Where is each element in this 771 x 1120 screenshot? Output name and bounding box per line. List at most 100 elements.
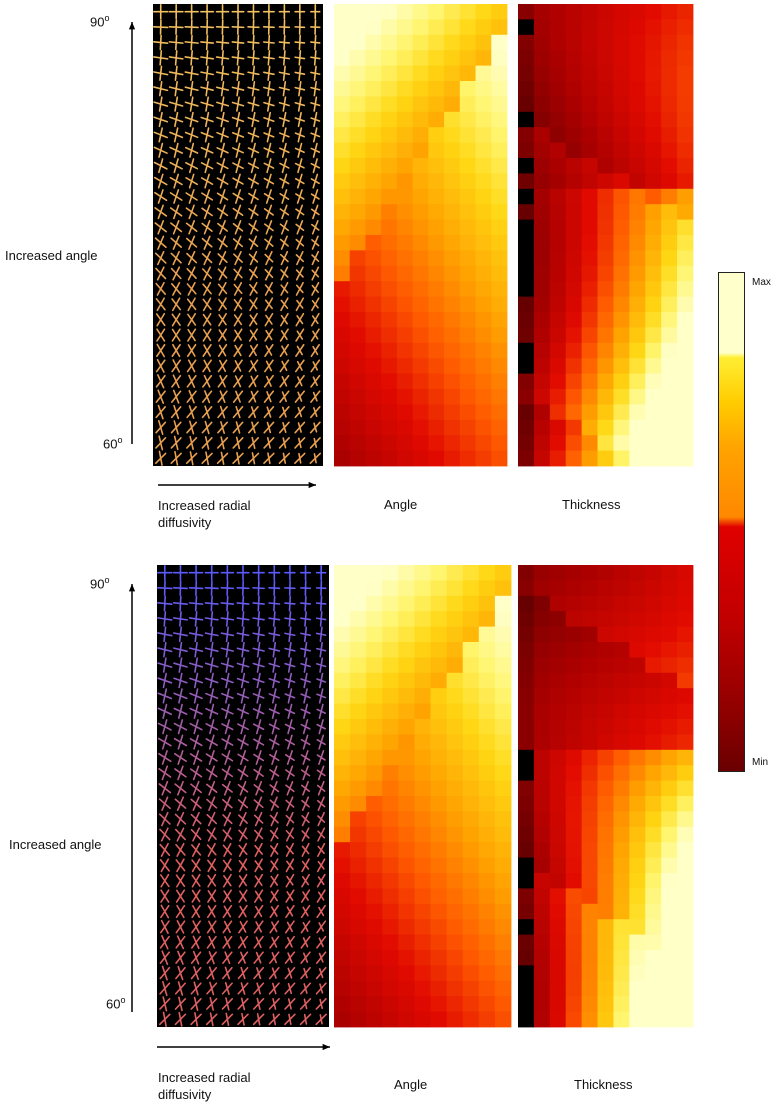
heatmap-cell — [581, 734, 598, 751]
heatmap-cell — [518, 796, 535, 812]
fiber-glyph — [294, 142, 305, 158]
heatmap-cell — [597, 358, 614, 374]
heatmap-cell — [565, 281, 583, 297]
heatmap-cell — [661, 611, 678, 627]
fiber-glyph — [295, 266, 304, 281]
fiber-glyph — [300, 611, 312, 627]
heatmap-cell — [549, 404, 567, 421]
fiber-glyph — [202, 343, 212, 358]
heatmap-cell — [382, 826, 399, 843]
fiber-glyph — [190, 1012, 202, 1027]
fiber-glyph — [300, 719, 311, 735]
heatmap-cell — [334, 342, 351, 359]
heatmap-cell — [428, 81, 445, 97]
fiber-glyph — [254, 873, 264, 888]
heatmap-cell — [491, 204, 508, 220]
heatmap-cell — [661, 50, 678, 66]
fiber-glyph — [236, 641, 250, 658]
fiber-glyph — [169, 204, 183, 220]
fiber-glyph — [233, 328, 243, 342]
heatmap-cell — [677, 888, 694, 905]
fiber-glyph — [284, 734, 296, 750]
heatmap-cell — [491, 281, 508, 297]
heatmap-cell — [581, 96, 598, 113]
heatmap-cell — [491, 173, 508, 190]
heatmap-cell — [581, 996, 598, 1012]
fiber-glyph — [232, 436, 244, 450]
heatmap-cell — [549, 826, 567, 843]
heatmap-cell — [677, 312, 694, 328]
fiber-glyph — [205, 734, 218, 750]
heatmap-cell — [677, 250, 694, 267]
fiber-glyph — [300, 657, 311, 673]
heatmap-cell — [350, 1011, 367, 1028]
fiber-glyph — [294, 437, 306, 449]
panel1-angle-60-label: 60o — [103, 435, 123, 452]
heatmap-cell — [430, 980, 448, 997]
fiber-glyph — [215, 19, 230, 35]
heatmap-cell — [459, 65, 476, 82]
heatmap-cell — [677, 327, 694, 344]
heatmap-cell — [478, 765, 496, 781]
heatmap-cell — [430, 965, 448, 982]
heatmap-cell — [597, 857, 614, 874]
heatmap-cell — [349, 419, 366, 436]
heatmap-cell — [334, 81, 351, 97]
fiber-glyph — [222, 920, 233, 934]
heatmap-cell — [444, 265, 461, 282]
heatmap-cell — [597, 81, 614, 97]
fiber-glyph — [311, 250, 320, 266]
fiber-glyph — [309, 405, 321, 419]
fiber-glyph — [204, 611, 219, 627]
fiber-glyph — [188, 564, 204, 581]
heatmap-cell — [412, 373, 429, 390]
heatmap-cell — [430, 934, 448, 951]
heatmap-cell — [581, 34, 598, 51]
heatmap-cell — [366, 842, 383, 858]
fiber-glyph — [153, 50, 169, 66]
heatmap-cell — [581, 565, 598, 581]
heatmap-cell — [549, 857, 567, 874]
heatmap-cell — [518, 626, 535, 643]
heatmap-cell — [491, 188, 508, 205]
heatmap-cell — [533, 903, 551, 920]
heatmap-cell — [444, 34, 461, 51]
heatmap-cell — [414, 657, 431, 674]
heatmap-cell — [398, 996, 415, 1012]
heatmap-cell — [365, 173, 382, 190]
heatmap-cell — [446, 688, 464, 704]
fiber-glyph — [316, 750, 326, 765]
fiber-glyph — [263, 65, 275, 82]
heatmap-cell — [581, 919, 598, 935]
heatmap-cell — [533, 996, 551, 1012]
heatmap-cell — [518, 642, 535, 658]
fiber-glyph — [247, 452, 260, 465]
heatmap-cell — [613, 749, 630, 766]
heatmap-cell — [645, 749, 662, 766]
heatmap-cell — [412, 34, 429, 51]
fiber-glyph — [155, 435, 167, 451]
heatmap-cell — [349, 373, 366, 390]
heatmap-cell — [629, 950, 646, 966]
heatmap-cell — [428, 219, 445, 236]
heatmap-cell — [381, 450, 398, 467]
heatmap-cell — [629, 734, 646, 751]
panel2-angle-arrow-head — [128, 584, 136, 592]
fiber-glyph — [316, 889, 326, 903]
heatmap-cell — [565, 934, 583, 951]
heatmap-cell — [597, 996, 614, 1012]
heatmap-cell — [597, 811, 614, 828]
fiber-glyph — [155, 358, 166, 373]
heatmap-cell — [382, 749, 399, 766]
heatmap-cell — [565, 81, 583, 97]
heatmap-cell — [462, 672, 480, 689]
fiber-glyph — [174, 780, 187, 796]
fiber-glyph — [310, 50, 321, 66]
heatmap-cell — [549, 657, 567, 674]
heatmap-cell — [518, 980, 535, 997]
heatmap-cell — [549, 749, 567, 766]
heatmap-cell — [446, 934, 464, 951]
fiber-glyph — [222, 951, 233, 965]
heatmap-cell — [565, 265, 583, 282]
fiber-glyph — [253, 982, 265, 995]
